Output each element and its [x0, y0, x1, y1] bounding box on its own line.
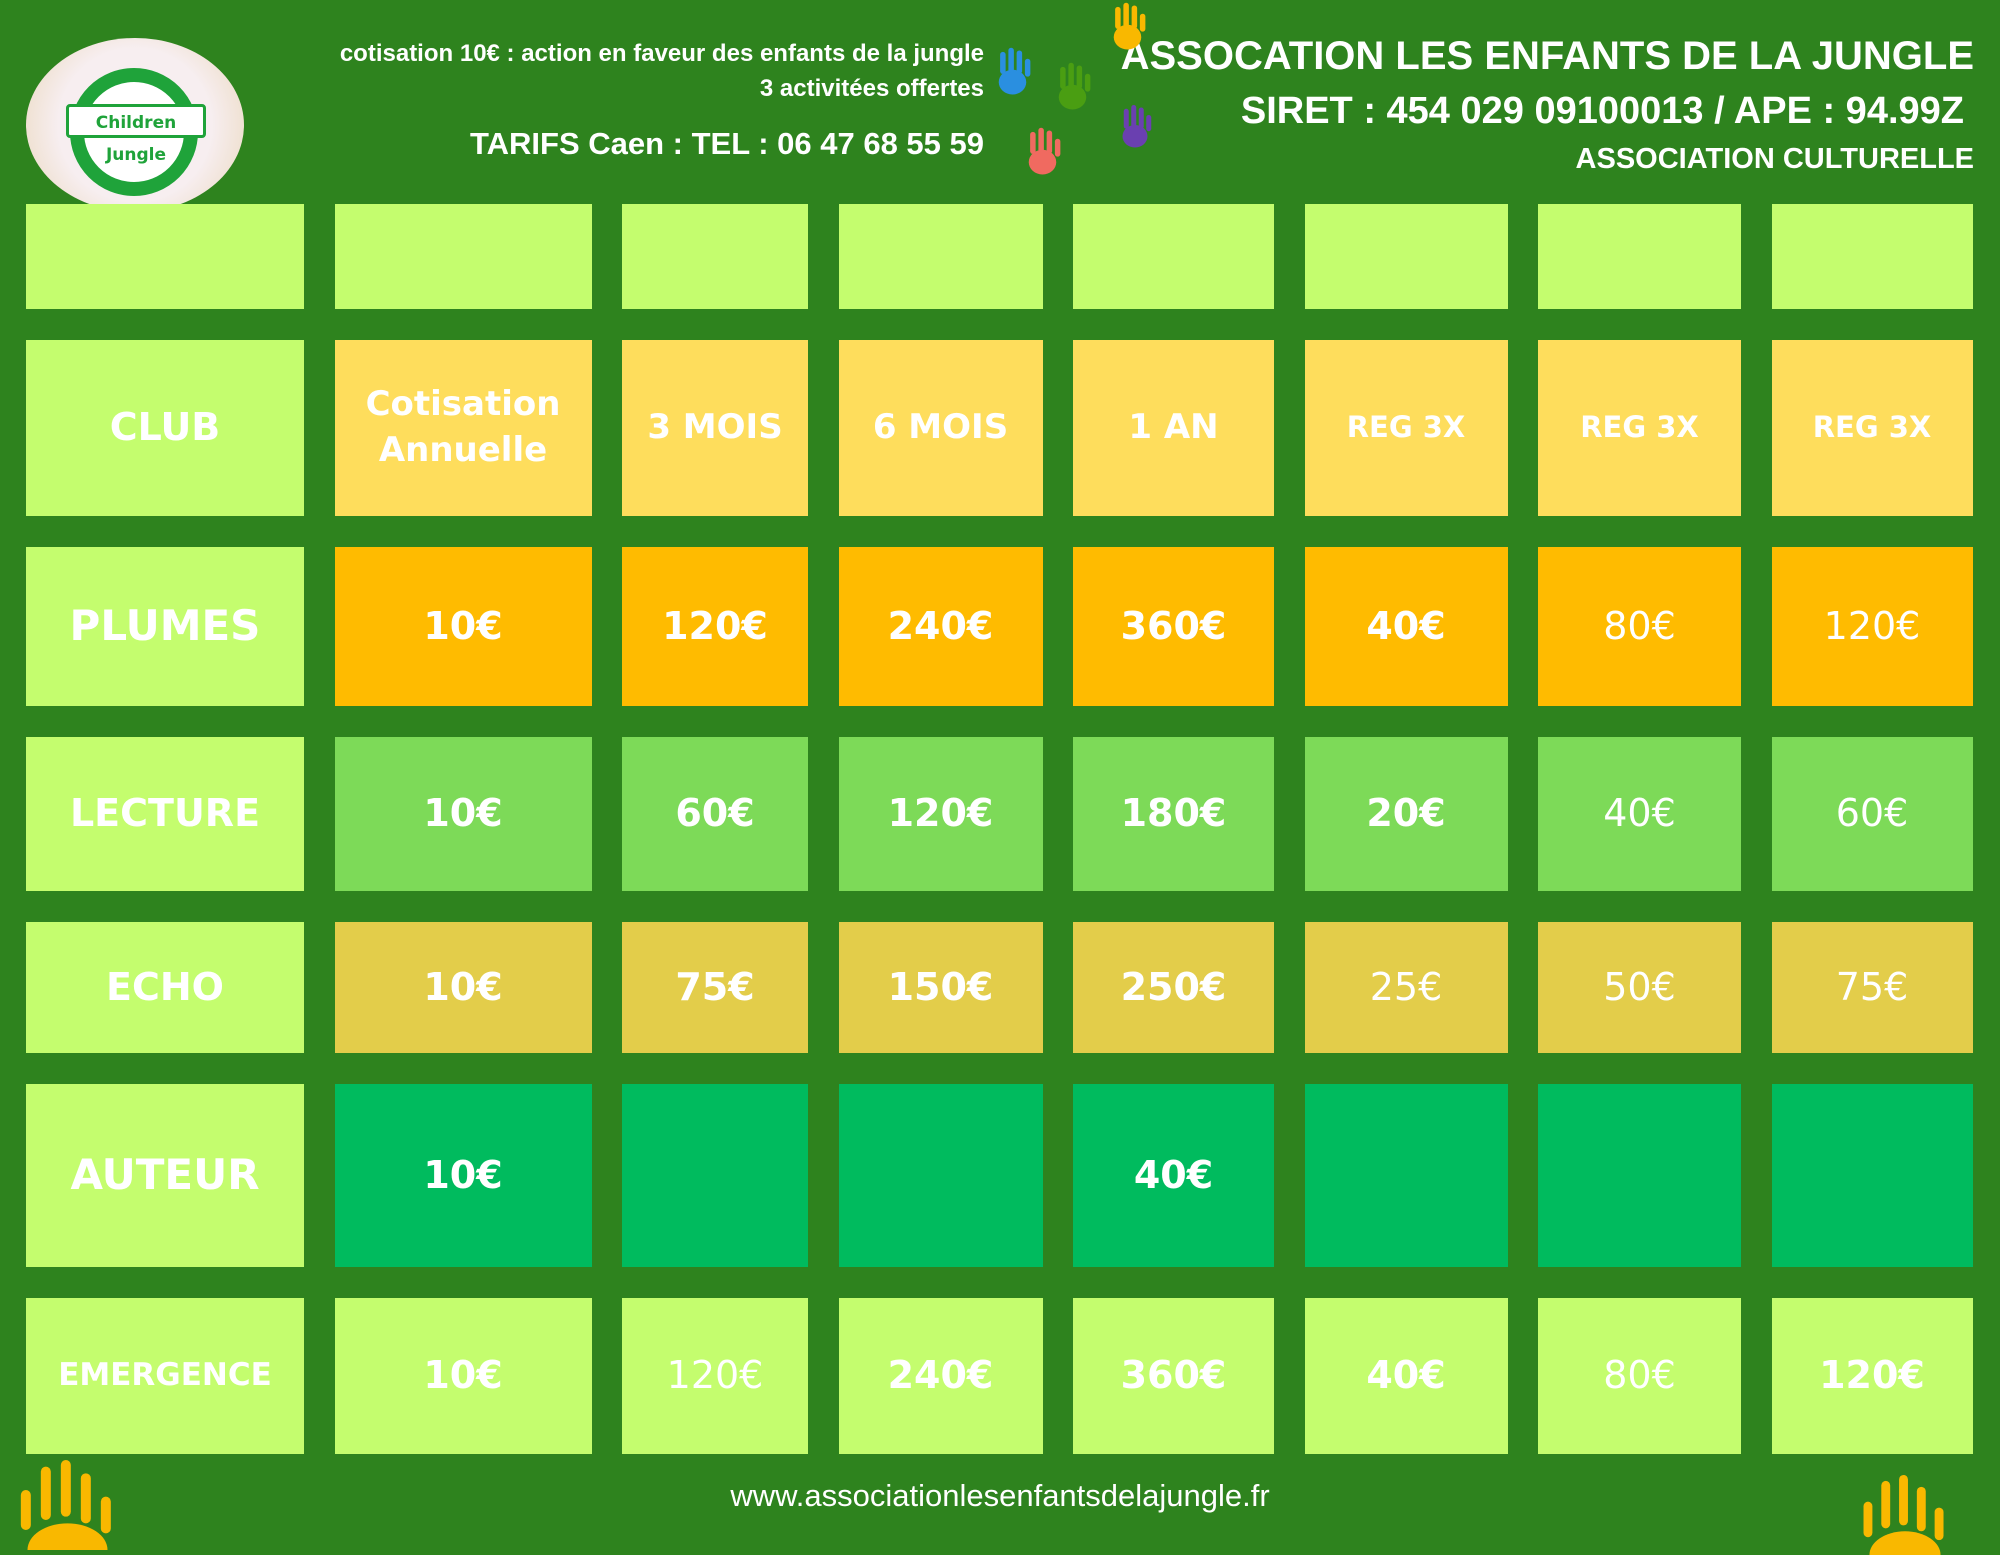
price-table: CLUB Cotisation Annuelle 3 MOIS 6 MOIS 1 AN R… [26, 204, 1973, 1454]
price-cell: 360€ [1073, 1298, 1274, 1454]
website-link[interactable]: www.associationlesenfantsdelajungle.fr [730, 1478, 1270, 1513]
price-cell [1304, 1084, 1508, 1267]
price-cell: 10€ [334, 922, 592, 1053]
column-header: REG 3X [1771, 340, 1973, 516]
yellow-handprint-icon [1113, 2, 1146, 50]
red-handprint-icon [1028, 127, 1061, 175]
price-cell: 360€ [1073, 547, 1274, 706]
price-cell [622, 1084, 808, 1267]
price-cell: 10€ [334, 1084, 592, 1267]
price-cell: 20€ [1304, 737, 1508, 891]
blank-cell [1073, 204, 1274, 309]
column-header: CLUB [26, 340, 304, 516]
price-cell: 240€ [838, 547, 1043, 706]
price-cell [838, 1084, 1043, 1267]
price-cell: 120€ [622, 547, 808, 706]
price-cell [1771, 1084, 1973, 1267]
blank-cell [622, 204, 808, 309]
price-cell: 120€ [622, 1298, 808, 1454]
column-header: REG 3X [1304, 340, 1508, 516]
logo-text: Children Jungle [66, 104, 206, 165]
blank-cell [1304, 204, 1508, 309]
price-cell: 40€ [1304, 1298, 1508, 1454]
yellow-handprint-corner-icon [20, 1460, 111, 1550]
price-cell: 120€ [838, 737, 1043, 891]
price-cell: 250€ [1073, 922, 1274, 1053]
price-cell: 40€ [1538, 737, 1741, 891]
row-label-lecture: LECTURE [26, 737, 304, 891]
purple-handprint-icon [1122, 105, 1152, 148]
column-header: 1 AN [1073, 340, 1274, 516]
association-type: ASSOCIATION CULTURELLE [1575, 143, 1974, 175]
price-cell: 10€ [334, 737, 592, 891]
row-label-emergence: EMERGENCE [26, 1298, 304, 1454]
tarifs-phone: TARIFS Caen : TEL : 06 47 68 55 59 [470, 126, 984, 161]
association-name: ASSOCATION LES ENFANTS DE LA JUNGLE [1120, 34, 1974, 78]
column-header: 3 MOIS [622, 340, 808, 516]
price-cell: 80€ [1538, 1298, 1741, 1454]
blank-cell [1538, 204, 1741, 309]
price-cell: 40€ [1073, 1084, 1274, 1267]
row-label-plumes: PLUMES [26, 547, 304, 706]
price-cell: 240€ [838, 1298, 1043, 1454]
price-cell: 80€ [1538, 547, 1741, 706]
children-jungle-logo: Children Jungle [26, 38, 244, 212]
price-cell: 60€ [622, 737, 808, 891]
blank-cell [334, 204, 592, 309]
column-header: Cotisation Annuelle [334, 340, 592, 516]
price-cell: 150€ [838, 922, 1043, 1053]
green-handprint-icon [1058, 62, 1091, 110]
siret-ape: SIRET : 454 029 09100013 / APE : 94.99Z [1240, 90, 1964, 132]
price-cell: 60€ [1771, 737, 1973, 891]
column-header: REG 3X [1538, 340, 1741, 516]
price-cell: 40€ [1304, 547, 1508, 706]
blank-cell [26, 204, 304, 309]
row-label-echo: ECHO [26, 922, 304, 1053]
price-cell: 120€ [1771, 1298, 1973, 1454]
price-cell: 75€ [1771, 922, 1973, 1053]
price-cell: 10€ [334, 1298, 592, 1454]
price-cell: 25€ [1304, 922, 1508, 1053]
row-label-auteur: AUTEUR [26, 1084, 304, 1267]
blank-cell [838, 204, 1043, 309]
price-cell: 180€ [1073, 737, 1274, 891]
price-cell: 10€ [334, 547, 592, 706]
cotisation-note: cotisation 10€ : action en faveur des en… [339, 40, 984, 67]
column-header: 6 MOIS [838, 340, 1043, 516]
price-cell: 50€ [1538, 922, 1741, 1053]
price-cell [1538, 1084, 1741, 1267]
activities-note: 3 activitées offertes [759, 75, 984, 102]
blank-cell [1771, 204, 1973, 309]
blue-handprint-icon [998, 47, 1031, 95]
price-cell: 75€ [622, 922, 808, 1053]
price-cell: 120€ [1771, 547, 1973, 706]
